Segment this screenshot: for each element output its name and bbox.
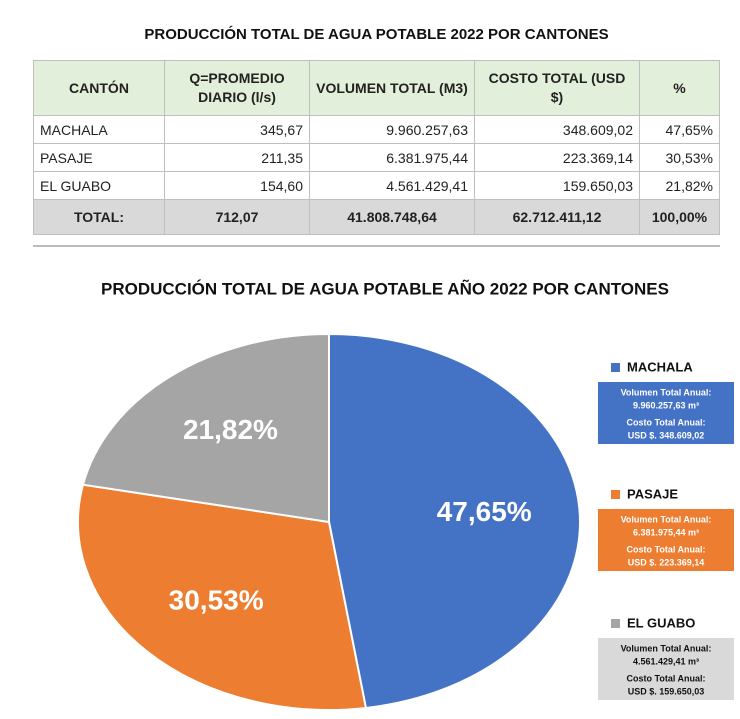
header-cell: Q=PROMEDIO DIARIO (l/s) — [164, 60, 310, 116]
detail-box — [598, 509, 734, 571]
table-cell: 47,65% — [639, 115, 720, 144]
detail-text: 4.561.429,41 m³ — [633, 656, 699, 666]
table-cell: 211,35 — [164, 143, 310, 172]
slice-label: 47,65% — [437, 496, 532, 527]
detail-text: USD $. 159.650,03 — [628, 686, 705, 696]
detail-text: 6.381.975,44 m³ — [633, 527, 699, 537]
table-row: MACHALA 345,67 9.960.257,63 348.609,02 47,65… — [33, 115, 720, 144]
legend-swatch — [611, 619, 620, 628]
legend-label: EL GUABO — [627, 615, 695, 630]
header-cell: VOLUMEN TOTAL (M3) — [309, 60, 475, 116]
table-title: PRODUCCIÓN TOTAL DE AGUA POTABLE 2022 PO… — [144, 26, 609, 43]
table-row: TOTAL: 712,07 41.808.748,64 62.712.411,12 10… — [33, 199, 720, 235]
slice-label: 21,82% — [183, 414, 278, 445]
table-cell: 41.808.748,64 — [309, 199, 475, 235]
slice-label: 30,53% — [169, 585, 264, 616]
table-cell: 345,67 — [164, 115, 310, 144]
detail-text: Costo Total Anual: — [627, 673, 706, 683]
pie-slice — [77, 483, 368, 711]
table-cell: 223.369,14 — [474, 143, 640, 172]
detail-text: Costo Total Anual: — [627, 544, 706, 554]
table-cell: 712,07 — [164, 199, 310, 235]
table-cell: 159.650,03 — [474, 171, 640, 200]
table-cell: 62.712.411,12 — [474, 199, 640, 235]
separator — [33, 245, 720, 247]
table-cell: 154,60 — [164, 171, 310, 200]
detail-text: Volumen Total Anual: — [621, 514, 712, 524]
table-cell: 348.609,02 — [474, 115, 640, 144]
header-cell: COSTO TOTAL (USD $) — [474, 60, 640, 116]
table-cell: 6.381.975,44 — [309, 143, 475, 172]
detail-text: USD $. 348.609,02 — [628, 430, 705, 440]
header-row: CANTÓN Q=PROMEDIO DIARIO (l/s) VOLUMEN T… — [33, 60, 720, 116]
pie-slice — [81, 332, 330, 524]
detail-text: Volumen Total Anual: — [621, 643, 712, 653]
legend-swatch — [611, 363, 620, 372]
table-cell: 4.561.429,41 — [309, 171, 475, 200]
table-cell: 30,53% — [639, 143, 720, 172]
table-cell: TOTAL: — [33, 199, 165, 235]
chart-title: PRODUCCIÓN TOTAL DE AGUA POTABLE AÑO 202… — [101, 278, 669, 298]
table-cell: 9.960.257,63 — [309, 115, 475, 144]
detail-text: 9.960.257,63 m³ — [633, 400, 699, 410]
legend-swatch — [611, 490, 620, 499]
table-cell: 100,00% — [639, 199, 720, 235]
detail-box — [598, 382, 734, 444]
table-cell: PASAJE — [33, 143, 165, 172]
data-table: CANTÓN Q=PROMEDIO DIARIO (l/s) VOLUMEN T… — [33, 60, 720, 235]
table-row: EL GUABO 154,60 4.561.429,41 159.650,03 21,8… — [33, 171, 720, 200]
pie-slice — [328, 332, 581, 710]
legend-label: MACHALA — [627, 359, 693, 374]
detail-box — [598, 638, 734, 700]
detail-text: Volumen Total Anual: — [621, 387, 712, 397]
detail-text: USD $. 223.369,14 — [628, 557, 705, 567]
table-row: PASAJE 211,35 6.381.975,44 223.369,14 30,53% — [33, 143, 720, 172]
detail-text: Costo Total Anual: — [627, 417, 706, 427]
legend-label: PASAJE — [627, 486, 678, 501]
